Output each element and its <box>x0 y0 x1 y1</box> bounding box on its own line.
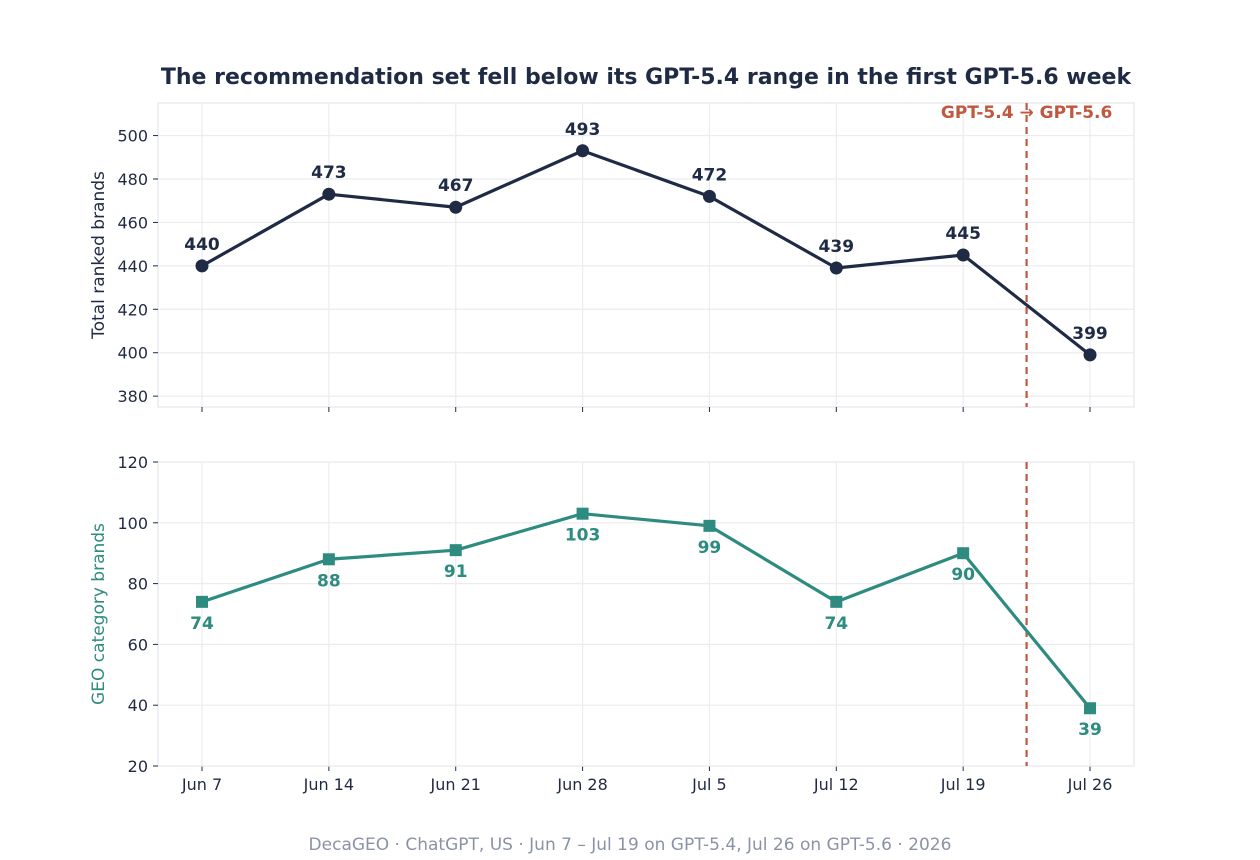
x-tick-label: Jul 5 <box>691 775 727 794</box>
data-point <box>449 200 463 214</box>
y-tick-label: 400 <box>117 344 148 363</box>
y-tick-label: 420 <box>117 300 148 319</box>
x-tick-label: Jun 7 <box>181 775 222 794</box>
y-tick-label: 40 <box>128 696 148 715</box>
y-tick-label: 380 <box>117 387 148 406</box>
data-label: 493 <box>565 120 601 140</box>
y-tick-label: 440 <box>117 257 148 276</box>
footer-note: DecaGEO · ChatGPT, US · Jun 7 – Jul 19 o… <box>309 835 952 855</box>
series-line <box>201 149 1092 357</box>
data-point <box>576 144 590 158</box>
data-point <box>956 248 970 262</box>
data-label: 439 <box>819 237 855 257</box>
data-point <box>322 187 336 201</box>
x-tick-label: Jun 21 <box>429 775 480 794</box>
data-point <box>702 189 716 203</box>
y-axis-label: GEO category brands <box>89 523 109 705</box>
data-label: 103 <box>565 526 601 546</box>
model-switch-label: GPT-5.4 → GPT-5.6 <box>941 103 1112 123</box>
y-tick-label: 500 <box>117 127 148 146</box>
data-label: 472 <box>692 165 728 185</box>
plot-frame <box>157 102 1135 408</box>
y-tick-label: 60 <box>128 635 148 654</box>
x-tick-label: Jul 19 <box>940 775 986 794</box>
x-tick-label: Jul 26 <box>1067 775 1113 794</box>
y-tick-label: 460 <box>117 213 148 232</box>
data-point <box>957 547 970 560</box>
plot-frame <box>157 461 1135 767</box>
data-label: 88 <box>317 571 341 591</box>
chart-title: The recommendation set fell below its GP… <box>161 65 1133 90</box>
x-tick-label: Jun 14 <box>303 775 354 794</box>
x-tick-label: Jul 12 <box>813 775 859 794</box>
panel-total-ranked-brands: 380 400 420 440 460 480 500 Total ranked brands… <box>89 102 1135 412</box>
data-point <box>195 259 209 273</box>
data-label: 99 <box>698 538 722 558</box>
x-tick-label: Jun 28 <box>556 775 607 794</box>
data-label: 445 <box>945 224 981 244</box>
data-point <box>196 595 208 608</box>
series-line <box>201 512 1092 710</box>
data-label: 91 <box>444 562 468 582</box>
data-point <box>830 595 843 608</box>
y-tick-label: 480 <box>117 170 148 189</box>
data-point <box>576 507 589 520</box>
y-axis-label: Total ranked brands <box>89 171 109 340</box>
data-label: 39 <box>1078 720 1102 740</box>
y-tick-label: 80 <box>128 575 148 594</box>
data-point <box>829 261 843 275</box>
data-point <box>703 519 716 532</box>
data-point <box>1083 348 1097 362</box>
data-point <box>449 544 462 557</box>
data-label: 467 <box>438 176 474 196</box>
data-label: 473 <box>311 163 347 183</box>
y-tick-label: 120 <box>117 453 148 472</box>
x-axis: Jun 7 Jun 14 Jun 21 Jun 28 Jul 5 Jul 12 Jul 19… <box>181 775 1113 794</box>
data-label: 399 <box>1072 324 1108 344</box>
data-point <box>322 553 335 566</box>
data-label: 74 <box>190 614 214 634</box>
y-tick-label: 20 <box>128 757 148 776</box>
panel-geo-category-brands: 20 40 60 80 100 120 GEO category brands 74 88 91 1… <box>89 453 1135 776</box>
data-label: 440 <box>184 235 220 255</box>
data-label: 90 <box>951 565 975 585</box>
data-label: 74 <box>824 614 848 634</box>
data-point <box>1084 702 1097 715</box>
y-tick-label: 100 <box>117 514 148 533</box>
